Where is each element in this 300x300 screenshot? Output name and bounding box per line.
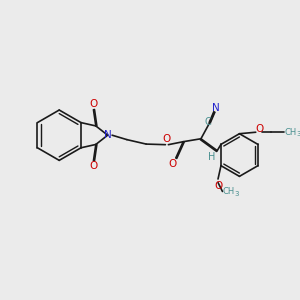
Text: O: O: [89, 99, 98, 109]
Text: H: H: [208, 152, 215, 161]
Text: N: N: [212, 103, 220, 113]
Text: O: O: [89, 161, 98, 171]
Text: 3: 3: [235, 190, 239, 196]
Text: CH: CH: [284, 128, 296, 137]
Text: O: O: [169, 159, 177, 169]
Text: O: O: [214, 181, 222, 190]
Text: CH: CH: [223, 187, 235, 196]
Text: O: O: [163, 134, 171, 144]
Text: 3: 3: [296, 131, 300, 137]
Text: N: N: [104, 130, 112, 140]
Text: C: C: [205, 118, 212, 128]
Text: O: O: [255, 124, 263, 134]
